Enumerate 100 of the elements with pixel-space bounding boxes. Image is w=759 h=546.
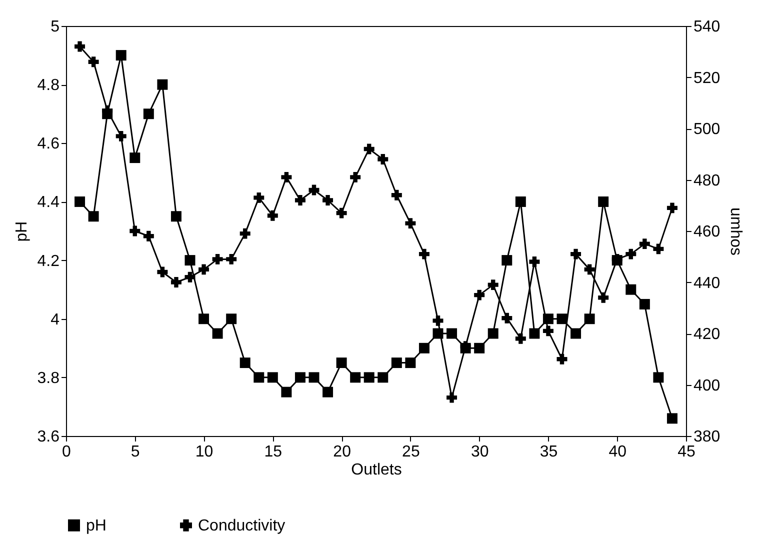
point <box>570 328 582 339</box>
point <box>405 358 416 368</box>
point <box>240 228 250 239</box>
y2-tick-label: 520 <box>694 70 720 87</box>
x-tick-label: 20 <box>333 444 352 460</box>
y-tick-label: 3.8 <box>37 370 60 387</box>
point <box>570 248 582 260</box>
point <box>143 108 154 120</box>
point <box>226 254 237 264</box>
point <box>308 372 320 383</box>
point <box>584 264 595 275</box>
point <box>378 154 388 164</box>
point <box>254 372 264 383</box>
point <box>336 358 347 368</box>
point <box>446 328 458 339</box>
point <box>240 358 250 368</box>
point <box>198 264 210 275</box>
point <box>474 290 485 300</box>
y2-tick-label: 500 <box>694 121 720 138</box>
x-axis-title: Outlets <box>351 462 402 478</box>
point <box>391 358 402 368</box>
point <box>74 41 86 52</box>
x-tick-label: 15 <box>264 444 282 460</box>
y-tick-label: 4 <box>50 311 60 328</box>
point <box>184 255 196 266</box>
y2-tick-label: 400 <box>694 377 720 394</box>
point <box>308 184 320 196</box>
point <box>542 326 554 336</box>
point <box>364 144 374 154</box>
point <box>281 386 292 398</box>
point <box>350 372 361 383</box>
point <box>281 172 292 182</box>
point <box>418 342 430 354</box>
point <box>88 211 99 222</box>
point <box>529 328 540 339</box>
point <box>130 152 140 164</box>
point <box>488 280 498 290</box>
point <box>294 195 306 206</box>
y-tick-label: 4.8 <box>37 77 60 94</box>
point <box>170 277 182 288</box>
point <box>639 298 650 310</box>
x-tick-label: 45 <box>678 444 696 460</box>
point <box>74 196 86 207</box>
point <box>212 328 223 339</box>
x-tick-label: 10 <box>195 444 214 460</box>
y2-tick-label: 440 <box>694 274 720 292</box>
point <box>378 372 388 383</box>
y2-tick-label: 460 <box>694 224 720 240</box>
point <box>267 372 278 383</box>
point <box>626 248 636 260</box>
point <box>184 272 196 282</box>
point <box>418 248 430 260</box>
point <box>432 315 444 326</box>
y-tick-label: 4.4 <box>37 194 60 212</box>
point <box>198 314 210 324</box>
point <box>405 218 416 229</box>
point <box>116 50 126 61</box>
point <box>322 386 334 398</box>
y2-tick-label: 380 <box>694 428 720 446</box>
point <box>446 392 458 403</box>
point <box>143 230 154 242</box>
point <box>130 226 140 236</box>
point <box>474 342 485 354</box>
point <box>666 413 678 424</box>
point <box>626 284 636 295</box>
x-tick-label: 0 <box>62 444 72 460</box>
point <box>502 255 512 266</box>
point <box>88 56 99 68</box>
y-tick-label: 3.6 <box>37 428 60 446</box>
point <box>157 79 168 90</box>
point <box>157 266 168 278</box>
point <box>598 196 609 207</box>
y2-tick-label: 420 <box>694 326 720 343</box>
y-tick-label: 5 <box>50 18 60 36</box>
y2-axis-title: umhos <box>727 207 744 256</box>
point <box>364 372 374 383</box>
legend-label: pH <box>86 517 106 534</box>
point <box>254 192 264 203</box>
point <box>336 208 347 218</box>
point <box>502 312 512 324</box>
point <box>653 372 664 383</box>
point <box>653 244 664 254</box>
y-tick-label: 4.6 <box>37 136 60 153</box>
point <box>226 314 237 324</box>
point <box>556 314 568 324</box>
y2-tick-label: 540 <box>694 18 720 36</box>
point <box>556 354 568 364</box>
point <box>529 256 540 267</box>
x-tick-label: 25 <box>402 444 420 460</box>
point <box>212 254 223 264</box>
x-tick-label: 40 <box>608 444 627 460</box>
point <box>666 202 678 214</box>
point <box>515 333 526 344</box>
y2-tick-label: 480 <box>694 172 720 190</box>
x-tick-label: 5 <box>130 444 140 460</box>
y-axis-title: pH <box>13 221 30 242</box>
point <box>116 130 126 142</box>
point <box>322 195 334 206</box>
point <box>584 314 595 324</box>
point <box>294 372 306 383</box>
